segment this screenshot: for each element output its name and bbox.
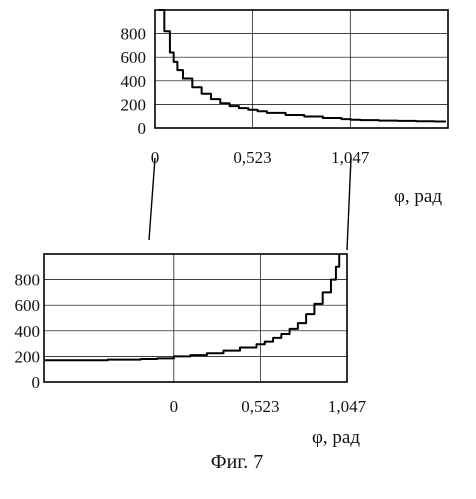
y-tick-label-bottom-2: 400 <box>15 322 41 341</box>
y-tick-label-top-4: 0 <box>138 119 147 138</box>
x-tick-label-bottom-2: 1,047 <box>328 397 367 416</box>
y-tick-label-top-3: 200 <box>121 95 147 114</box>
y-tick-label-bottom-0: 800 <box>15 271 41 290</box>
chart-top: 800600400200000,5231,047φ, рад <box>121 10 449 207</box>
y-tick-label-bottom-3: 200 <box>15 347 41 366</box>
plot-frame-top <box>155 10 448 128</box>
connector-left <box>149 158 155 240</box>
x-axis-label-top: φ, рад <box>394 186 442 207</box>
y-tick-label-bottom-4: 0 <box>32 373 41 392</box>
x-tick-label-bottom-1: 0,523 <box>241 397 279 416</box>
y-tick-label-bottom-1: 600 <box>15 296 41 315</box>
x-tick-label-bottom-0: 0 <box>170 397 179 416</box>
chart-bottom: 800 600 400 200 0 0 0,523 1,047 φ, рад <box>15 254 367 448</box>
x-tick-label-top-1: 0,523 <box>233 148 271 167</box>
plot-frame-bottom <box>44 254 347 382</box>
connector-right <box>347 158 351 250</box>
y-tick-label-top-2: 400 <box>121 72 147 91</box>
figure-caption: Фиг. 7 <box>211 451 263 473</box>
y-tick-label-top-1: 600 <box>121 48 147 67</box>
x-axis-label-bottom: φ, рад <box>312 427 360 448</box>
series-line-bottom-0 <box>45 254 339 360</box>
y-tick-label-top-0: 800 <box>121 25 147 44</box>
series-line-top-0 <box>159 10 446 122</box>
